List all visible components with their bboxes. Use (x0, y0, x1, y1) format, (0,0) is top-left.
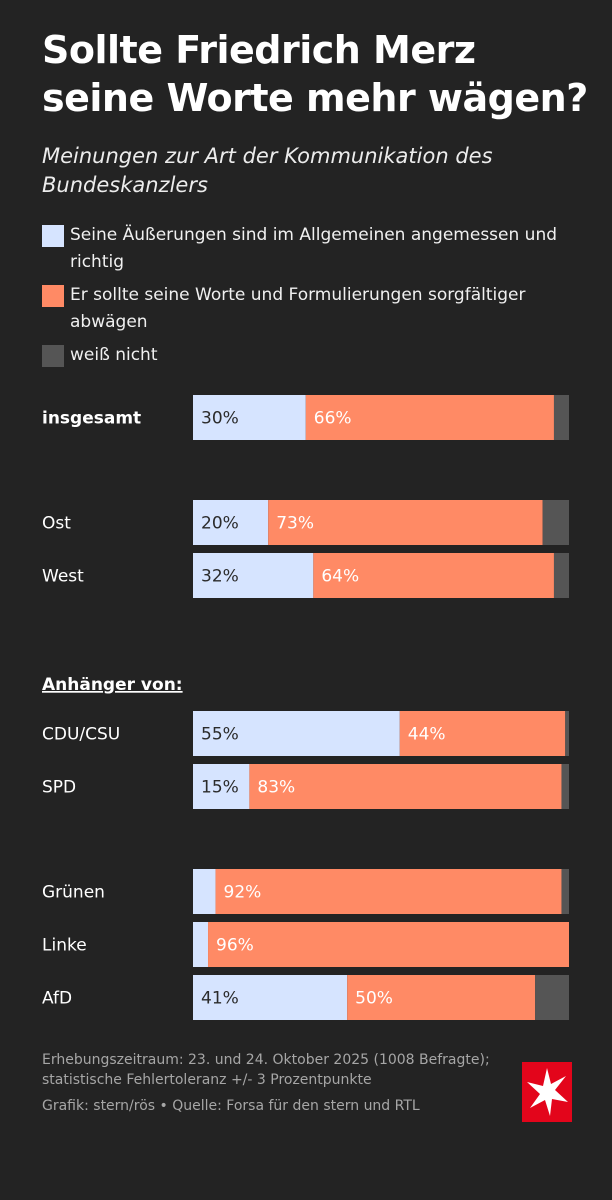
chart-subtitle: Meinungen zur Art der Kommunikation des … (42, 144, 493, 197)
bar-segment-spd-1 (249, 764, 562, 809)
bar-segment-afd-2 (535, 975, 569, 1020)
data-label-west-0: 32% (201, 567, 239, 587)
data-label-cdu-csu-1: 44% (408, 725, 446, 745)
row-label-afd: AfD (42, 989, 72, 1009)
section-heading-supporters: Anhänger von: (42, 675, 183, 695)
legend-item-appropriate: Seine Äußerungen sind im Allgemeinen ang… (42, 222, 582, 282)
data-label-afd-0: 41% (201, 989, 239, 1009)
bar-segment-insgesamt-0 (193, 395, 306, 440)
stern-logo-icon (522, 1062, 572, 1122)
bar-segment-west-1 (313, 553, 554, 598)
bar-segment-grünen-2 (561, 869, 569, 914)
bar-segment-west-2 (553, 553, 569, 598)
row-label-west: West (42, 567, 84, 587)
bar-segment-afd-1 (347, 975, 536, 1020)
data-label-ost-1: 73% (276, 514, 314, 534)
legend-item-more-careful: Er sollte seine Worte und Formulierungen… (42, 282, 582, 342)
data-label-grünen-1: 92% (224, 883, 262, 903)
legend-swatch-more-careful (42, 285, 64, 307)
footer-credit: Grafik: stern/rös • Quelle: Forsa für de… (42, 1098, 420, 1114)
chart-title: Sollte Friedrich Merz seine Worte mehr w… (42, 26, 588, 122)
legend-swatch-appropriate (42, 225, 64, 247)
data-label-west-1: 64% (321, 567, 359, 587)
row-label-cdu-csu: CDU/CSU (42, 725, 120, 745)
stacked-bar-chart: Anhänger von: insgesamt 30% 66% Ost 20% 73% Wes… (42, 395, 570, 1020)
bar-segment-grünen-1 (215, 869, 562, 914)
data-label-insgesamt-1: 66% (314, 409, 352, 429)
footer: Erhebungszeitraum: 23. und 24. Oktober 2… (42, 1050, 512, 1116)
bar-segment-cdu-csu-2 (565, 711, 569, 756)
bar-segment-grünen-0 (193, 869, 216, 914)
legend-label-more-careful: Er sollte seine Worte und Formulierungen… (70, 285, 526, 332)
data-label-linke-1: 96% (216, 936, 254, 956)
row-label-spd: SPD (42, 778, 76, 798)
bar-segment-ost-2 (542, 500, 569, 545)
bar-segment-linke-1 (208, 922, 570, 967)
chart-title-line-1: Sollte Friedrich Merz (42, 28, 476, 72)
data-label-spd-0: 15% (201, 778, 239, 798)
bar-segment-cdu-csu-0 (193, 711, 400, 756)
data-label-spd-1: 83% (257, 778, 295, 798)
bar-segment-linke-0 (193, 922, 209, 967)
bar-segment-west-0 (193, 553, 314, 598)
data-label-insgesamt-0: 30% (201, 409, 239, 429)
row-label-grünen: Grünen (42, 883, 105, 903)
legend-label-appropriate: Seine Äußerungen sind im Allgemeinen ang… (70, 225, 558, 272)
bar-segment-ost-1 (268, 500, 543, 545)
data-label-cdu-csu-0: 55% (201, 725, 239, 745)
row-label-ost: Ost (42, 514, 71, 534)
bar-segment-ost-0 (193, 500, 269, 545)
legend-item-dont-know: weiß nicht (42, 342, 582, 369)
bar-segment-insgesamt-1 (305, 395, 554, 440)
data-label-afd-1: 50% (355, 989, 393, 1009)
chart-title-line-2: seine Worte mehr wägen? (42, 76, 588, 120)
bar-segment-cdu-csu-1 (399, 711, 566, 756)
legend: Seine Äußerungen sind im Allgemeinen ang… (42, 222, 582, 369)
row-label-insgesamt: insgesamt (42, 409, 141, 429)
footer-survey-note: Erhebungszeitraum: 23. und 24. Oktober 2… (42, 1052, 490, 1088)
legend-swatch-dont-know (42, 345, 64, 367)
bar-segment-spd-0 (193, 764, 250, 809)
legend-label-dont-know: weiß nicht (70, 345, 158, 365)
row-label-linke: Linke (42, 936, 87, 956)
bar-segment-afd-0 (193, 975, 348, 1020)
bar-segment-spd-2 (561, 764, 569, 809)
data-label-ost-0: 20% (201, 514, 239, 534)
bar-segment-insgesamt-2 (553, 395, 569, 440)
